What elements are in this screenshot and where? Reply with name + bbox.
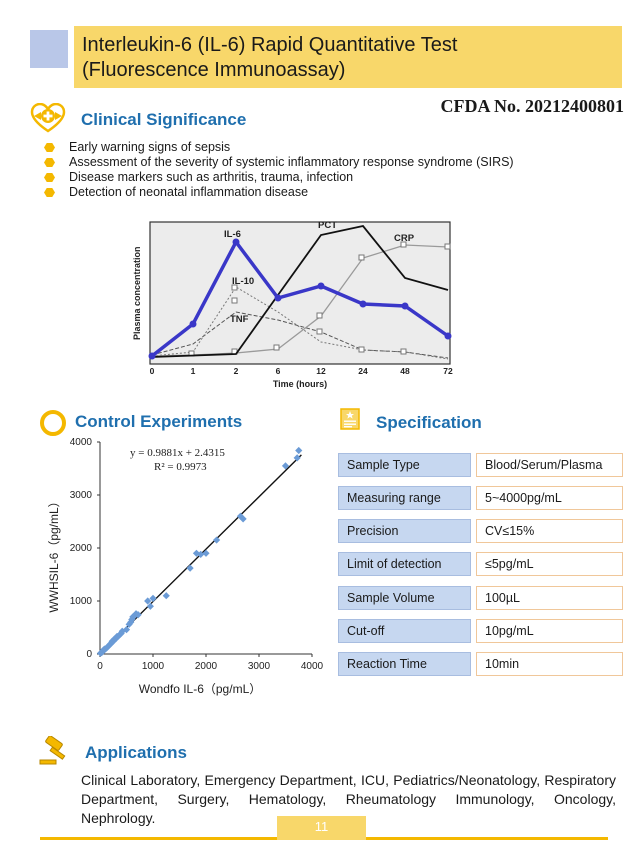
spec-value: CV≤15% <box>476 519 623 543</box>
y-tick-label: 1000 <box>70 596 93 607</box>
spec-label: Limit of detection <box>338 552 471 576</box>
applications-text: Clinical Laboratory, Emergency Departmen… <box>81 772 616 826</box>
data-point <box>122 626 131 634</box>
spec-value: Blood/Serum/Plasma <box>476 453 623 477</box>
plasma-ylabel: Plasma concentration <box>132 246 142 340</box>
plasma-tick: 72 <box>443 366 453 376</box>
page-number-box <box>277 816 366 840</box>
spec-title: Specification <box>376 413 482 432</box>
spec-label: Sample Volume <box>338 586 471 610</box>
y-tick-label: 4000 <box>70 437 93 448</box>
pct-line <box>151 225 449 358</box>
title-accent-square <box>30 30 68 68</box>
spec-label: Reaction Time <box>338 652 471 676</box>
il6-line <box>150 238 450 358</box>
plasma-xlabel: Time (hours) <box>273 379 327 389</box>
data-point <box>213 536 221 544</box>
crp-label: CRP <box>394 233 415 244</box>
list-item: Early warning signs of sepsis <box>44 140 514 155</box>
x-tick-label: 3000 <box>248 661 271 672</box>
gavel-icon <box>39 736 66 765</box>
title-banner <box>74 26 622 88</box>
x-tick-label: 4000 <box>301 661 324 672</box>
x-tick-label: 1000 <box>142 661 165 672</box>
chart-equation: y = 0.9881x + 2.4315 <box>130 447 225 459</box>
data-point <box>149 594 157 602</box>
hexagon-bullet-icon <box>44 158 55 167</box>
document-icon <box>340 408 360 430</box>
x-tick-label: 2000 <box>195 661 218 672</box>
data-point <box>162 592 170 600</box>
data-point <box>125 620 133 628</box>
il10-label: IL-10 <box>232 276 254 287</box>
plasma-tick: 6 <box>276 366 281 376</box>
chart-xlabel: Wondfo IL-6（pg/mL） <box>139 682 262 696</box>
x-tick-label: 0 <box>97 661 103 672</box>
ring-icon <box>40 410 66 436</box>
data-point <box>202 549 210 557</box>
plasma-concentration-figure: Plasma concentration 0 1 2 6 12 24 48 72… <box>128 212 468 392</box>
applications-title: Applications <box>85 743 188 762</box>
y-tick-label: 2000 <box>70 543 93 554</box>
data-point <box>281 462 290 470</box>
plasma-tick: 1 <box>191 366 196 376</box>
page-title-line1: Interleukin-6 (IL-6) Rapid Quantitative … <box>82 34 458 56</box>
tnf-line <box>151 311 449 359</box>
chart-r2: R² = 0.9973 <box>154 461 207 473</box>
spec-value: 100µL <box>476 586 623 610</box>
plasma-tick: 24 <box>358 366 368 376</box>
data-point <box>146 602 154 610</box>
clinical-title: Clinical Significance <box>81 110 247 129</box>
data-point <box>192 549 201 557</box>
control-title: Control Experiments <box>75 412 243 431</box>
chart-ylabel: WWHSIL-6（pg/mL） <box>47 495 61 612</box>
spec-label: Sample Type <box>338 453 471 477</box>
y-tick-label: 3000 <box>70 490 93 501</box>
list-item: Assessment of the severity of systemic i… <box>44 155 514 170</box>
page-title-line2: (Fluorescence Immunoassay) <box>82 59 346 81</box>
cfda-number: CFDA No. 20212400801 <box>440 96 625 116</box>
correlation-scatter-chart: 0 1000 2000 3000 4000 0 1000 2000 3000 4000 y = 0… <box>47 437 324 696</box>
hexagon-bullet-icon <box>44 173 55 182</box>
heart-plus-icon <box>30 103 66 133</box>
il6-label: IL-6 <box>224 229 241 240</box>
clinical-list: Early warning signs of sepsis Assessment… <box>44 140 514 200</box>
data-point <box>293 454 301 462</box>
plasma-tick: 12 <box>316 366 326 376</box>
spec-value: 5~4000pg/mL <box>476 486 623 510</box>
plasma-tick: 2 <box>234 366 239 376</box>
spec-label: Cut-off <box>338 619 471 643</box>
data-point <box>186 564 194 572</box>
plasma-tick: 48 <box>400 366 410 376</box>
pct-label: PCT <box>318 220 337 231</box>
page-title: Interleukin-6 (IL-6) Rapid Quantitative … <box>82 33 457 83</box>
list-item: Disease markers such as arthritis, traum… <box>44 170 514 185</box>
spec-value: 10pg/mL <box>476 619 623 643</box>
hexagon-bullet-icon <box>44 143 55 152</box>
spec-label: Measuring range <box>338 486 471 510</box>
data-point <box>295 446 303 455</box>
y-tick-label: 0 <box>86 649 92 660</box>
data-point <box>144 597 152 605</box>
spec-value: ≤5pg/mL <box>476 552 623 576</box>
plasma-tick: 0 <box>150 366 155 376</box>
page-number: 11 <box>314 819 329 834</box>
spec-value: 10min <box>476 652 623 676</box>
spec-label: Precision <box>338 519 471 543</box>
tnf-label: TNF <box>230 314 249 325</box>
data-point <box>127 618 135 626</box>
list-item: Detection of neonatal inflammation disea… <box>44 185 514 200</box>
hexagon-bullet-icon <box>44 188 55 197</box>
